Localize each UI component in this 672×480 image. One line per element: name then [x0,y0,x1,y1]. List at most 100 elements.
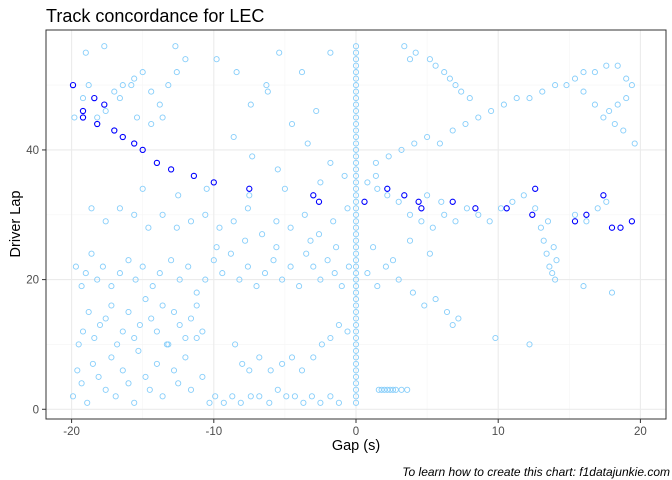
point-other-driver [187,315,195,322]
point-other-driver [149,283,156,290]
point-highlight [583,211,590,218]
point-other-driver [148,120,155,128]
point-other-driver [352,82,360,89]
point-other-driver [232,341,239,348]
point-other-driver [614,101,621,108]
point-other-driver [287,224,294,231]
point-other-driver [352,341,360,348]
point-other-driver [364,270,371,277]
point-other-driver [111,88,118,95]
point-other-driver [327,393,334,400]
point-other-driver [623,75,630,82]
point-other-driver [384,386,391,393]
point-other-driver [101,43,108,50]
point-other-driver [421,302,428,309]
point-other-driver [546,263,553,270]
point-highlight [91,94,98,102]
point-other-driver [288,354,296,361]
point-other-driver [317,179,324,186]
point-other-driver [308,393,315,400]
point-other-driver [304,140,311,147]
point-other-driver [187,386,195,393]
point-other-driver [84,399,91,406]
point-highlight [418,205,425,212]
point-other-driver [219,270,226,277]
point-other-driver [296,283,303,290]
point-other-driver [327,49,334,56]
point-other-driver [128,82,135,89]
point-other-driver [352,107,360,115]
point-other-driver [291,393,298,400]
point-highlight [246,185,253,192]
point-other-driver [273,244,280,251]
point-other-driver [432,296,439,303]
point-other-driver [341,172,348,179]
point-other-driver [173,224,180,231]
point-other-driver [603,62,610,69]
point-other-driver [94,276,101,283]
point-other-driver [95,373,102,380]
point-other-driver [553,257,560,264]
point-other-driver [131,399,138,406]
point-highlight [119,133,126,141]
point-other-driver [352,257,360,264]
point-other-driver [153,360,160,367]
point-other-driver [253,283,260,290]
point-other-driver [372,172,379,179]
point-other-driver [352,133,360,141]
point-other-driver [406,211,414,218]
point-other-driver [352,224,360,231]
point-other-driver [352,114,360,121]
point-highlight [101,101,108,108]
point-other-driver [352,49,360,56]
point-other-driver [449,127,456,134]
point-other-driver [145,224,152,231]
point-other-driver [352,120,360,128]
point-other-driver [438,198,445,205]
point-other-driver [82,270,89,277]
point-other-driver [318,341,325,348]
point-other-driver [88,250,95,257]
point-other-driver [125,380,132,387]
point-other-driver [96,321,104,329]
point-other-driver [631,140,638,147]
point-other-driver [352,56,360,63]
point-highlight [617,224,624,231]
point-other-driver [135,347,142,354]
point-other-driver [378,386,385,393]
point-other-driver [91,334,98,342]
point-other-driver [261,270,269,277]
point-other-driver [108,302,115,309]
point-other-driver [352,263,360,270]
point-highlight [628,218,636,225]
x-tick-label: -10 [205,426,222,438]
point-other-driver [125,308,132,316]
point-other-driver [552,82,559,89]
point-other-driver [216,224,223,231]
point-other-driver [352,231,360,238]
point-other-driver [443,308,451,316]
point-other-driver [229,393,236,400]
point-other-driver [74,367,81,374]
point-other-driver [310,263,317,270]
point-other-driver [352,296,360,303]
point-other-driver [608,289,616,296]
point-other-driver [131,334,138,342]
point-other-driver [206,399,213,406]
point-other-driver [142,373,149,380]
point-other-driver [398,386,405,393]
point-other-driver [230,133,237,141]
point-other-driver [102,386,109,393]
point-other-driver [317,399,324,406]
point-other-driver [276,49,283,56]
point-other-driver [488,107,495,115]
point-other-driver [352,276,360,283]
point-other-driver [300,399,307,406]
point-other-driver [156,270,163,277]
y-axis: 0 20 40 [26,145,46,416]
point-other-driver [259,231,266,238]
point-other-driver [466,95,473,102]
point-other-driver [352,211,360,218]
point-other-driver [412,49,419,56]
